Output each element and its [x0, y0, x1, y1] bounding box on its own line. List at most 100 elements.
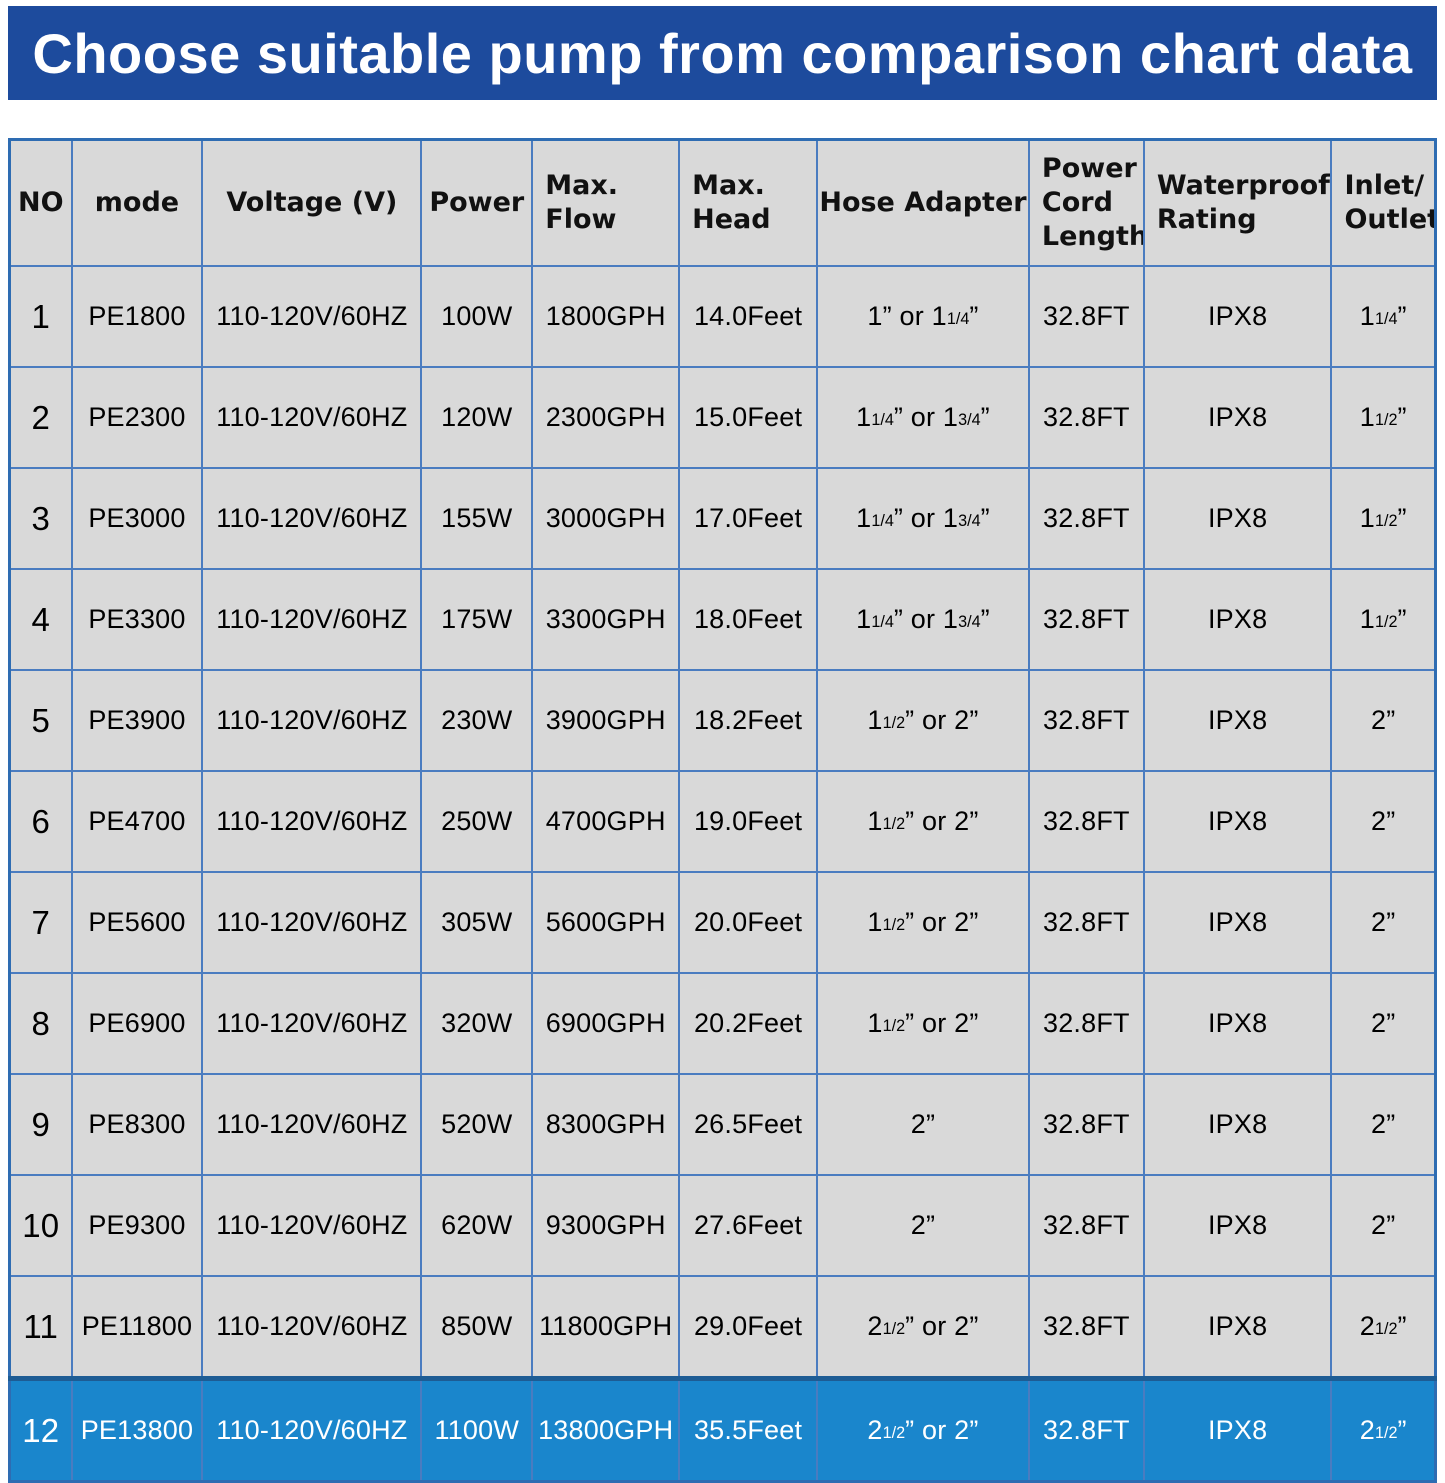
- cell-waterproof-rating: IPX8: [1142, 1073, 1333, 1176]
- cell-hose-adapter: 21/2” or 2”: [816, 1376, 1030, 1483]
- cell-waterproof-rating: IPX8: [1142, 972, 1333, 1075]
- cell-max-head: 18.2Feet: [678, 669, 819, 772]
- table-row-11: 11 PE11800 110-120V/60HZ 850W 11800GPH 29.0Fe…: [8, 1275, 1437, 1380]
- cell-max-flow: 3000GPH: [531, 467, 681, 570]
- cell-no: 2: [8, 366, 73, 469]
- cell-mode: PE3000: [70, 467, 204, 570]
- cell-no: 3: [8, 467, 73, 570]
- cell-max-head: 26.5Feet: [678, 1073, 819, 1176]
- column-header-power-cord-length: Power Cord Length: [1027, 138, 1145, 267]
- table-row-1: 1 PE1800 110-120V/60HZ 100W 1800GPH 14.0Feet 1…: [8, 265, 1437, 368]
- cell-inlet-outlet: 2”: [1330, 669, 1437, 772]
- column-header-power: Power: [420, 138, 534, 267]
- cell-voltage: 110-120V/60HZ: [201, 467, 423, 570]
- cell-voltage: 110-120V/60HZ: [201, 568, 423, 671]
- cell-voltage: 110-120V/60HZ: [201, 1275, 423, 1380]
- cell-inlet-outlet: 11/4”: [1330, 265, 1437, 368]
- table-row-6: 6 PE4700 110-120V/60HZ 250W 4700GPH 19.0Feet 1…: [8, 770, 1437, 873]
- header-banner: Choose suitable pump from comparison cha…: [8, 6, 1437, 100]
- header-row: NO mode Voltage (V) Power Max. Flow Max. Head…: [8, 138, 1437, 267]
- cell-voltage: 110-120V/60HZ: [201, 1376, 423, 1483]
- cell-max-head: 14.0Feet: [678, 265, 819, 368]
- comparison-table: NO mode Voltage (V) Power Max. Flow Max. Head…: [8, 138, 1437, 1483]
- cell-voltage: 110-120V/60HZ: [201, 1174, 423, 1277]
- cell-mode: PE3300: [70, 568, 204, 671]
- cell-voltage: 110-120V/60HZ: [201, 1073, 423, 1176]
- cell-power-cord-length: 32.8FT: [1027, 1174, 1145, 1277]
- cell-power: 175W: [420, 568, 534, 671]
- table-row-10: 10 PE9300 110-120V/60HZ 620W 9300GPH 27.6Feet…: [8, 1174, 1437, 1277]
- table-row-5: 5 PE3900 110-120V/60HZ 230W 3900GPH 18.2Feet 1…: [8, 669, 1437, 772]
- cell-power-cord-length: 32.8FT: [1027, 467, 1145, 570]
- cell-power-cord-length: 32.8FT: [1027, 1376, 1145, 1483]
- cell-waterproof-rating: IPX8: [1142, 669, 1333, 772]
- cell-inlet-outlet: 11/2”: [1330, 568, 1437, 671]
- cell-power-cord-length: 32.8FT: [1027, 770, 1145, 873]
- cell-max-head: 35.5Feet: [678, 1376, 819, 1483]
- cell-power: 230W: [420, 669, 534, 772]
- cell-max-flow: 3900GPH: [531, 669, 681, 772]
- cell-max-head: 15.0Feet: [678, 366, 819, 469]
- cell-mode: PE1800: [70, 265, 204, 368]
- cell-power: 100W: [420, 265, 534, 368]
- cell-waterproof-rating: IPX8: [1142, 568, 1333, 671]
- cell-max-head: 29.0Feet: [678, 1275, 819, 1380]
- cell-max-head: 19.0Feet: [678, 770, 819, 873]
- cell-inlet-outlet: 2”: [1330, 1174, 1437, 1277]
- cell-max-flow: 3300GPH: [531, 568, 681, 671]
- cell-max-head: 20.0Feet: [678, 871, 819, 974]
- cell-max-head: 20.2Feet: [678, 972, 819, 1075]
- cell-mode: PE13800: [70, 1376, 204, 1483]
- cell-max-head: 27.6Feet: [678, 1174, 819, 1277]
- cell-power-cord-length: 32.8FT: [1027, 1073, 1145, 1176]
- cell-voltage: 110-120V/60HZ: [201, 770, 423, 873]
- table-row-4: 4 PE3300 110-120V/60HZ 175W 3300GPH 18.0Feet 1…: [8, 568, 1437, 671]
- cell-power: 320W: [420, 972, 534, 1075]
- table-row-8: 8 PE6900 110-120V/60HZ 320W 6900GPH 20.2Feet 1…: [8, 972, 1437, 1075]
- cell-no: 9: [8, 1073, 73, 1176]
- cell-power: 1100W: [420, 1376, 534, 1483]
- cell-hose-adapter: 11/4” or 13/4”: [816, 467, 1030, 570]
- cell-mode: PE9300: [70, 1174, 204, 1277]
- table-row-2: 2 PE2300 110-120V/60HZ 120W 2300GPH 15.0Feet 1…: [8, 366, 1437, 469]
- cell-waterproof-rating: IPX8: [1142, 1376, 1333, 1483]
- cell-max-flow: 1800GPH: [531, 265, 681, 368]
- column-header-mode: mode: [70, 138, 204, 267]
- cell-mode: PE4700: [70, 770, 204, 873]
- cell-voltage: 110-120V/60HZ: [201, 871, 423, 974]
- cell-inlet-outlet: 2”: [1330, 770, 1437, 873]
- cell-max-flow: 6900GPH: [531, 972, 681, 1075]
- cell-hose-adapter: 11/2” or 2”: [816, 871, 1030, 974]
- cell-no: 4: [8, 568, 73, 671]
- cell-inlet-outlet: 2”: [1330, 871, 1437, 974]
- cell-hose-adapter: 2”: [816, 1174, 1030, 1277]
- cell-hose-adapter: 21/2” or 2”: [816, 1275, 1030, 1380]
- cell-power-cord-length: 32.8FT: [1027, 972, 1145, 1075]
- cell-max-flow: 5600GPH: [531, 871, 681, 974]
- cell-no: 12: [8, 1376, 73, 1483]
- cell-voltage: 110-120V/60HZ: [201, 669, 423, 772]
- column-header-inlet-outlet: Inlet/ Outlet: [1330, 138, 1437, 267]
- cell-no: 6: [8, 770, 73, 873]
- cell-inlet-outlet: 2”: [1330, 972, 1437, 1075]
- column-header-no: NO: [8, 138, 73, 267]
- cell-power: 850W: [420, 1275, 534, 1380]
- cell-power-cord-length: 32.8FT: [1027, 366, 1145, 469]
- cell-power: 250W: [420, 770, 534, 873]
- cell-hose-adapter: 11/2” or 2”: [816, 669, 1030, 772]
- cell-max-flow: 2300GPH: [531, 366, 681, 469]
- column-header-waterproof-rating: Waterproof Rating: [1142, 138, 1333, 267]
- cell-inlet-outlet: 11/2”: [1330, 467, 1437, 570]
- cell-power: 620W: [420, 1174, 534, 1277]
- cell-hose-adapter: 11/4” or 13/4”: [816, 366, 1030, 469]
- cell-no: 1: [8, 265, 73, 368]
- page-title: Choose suitable pump from comparison cha…: [32, 21, 1413, 85]
- cell-inlet-outlet: 21/2”: [1330, 1275, 1437, 1380]
- cell-no: 11: [8, 1275, 73, 1380]
- cell-no: 5: [8, 669, 73, 772]
- cell-hose-adapter: 1” or 11/4”: [816, 265, 1030, 368]
- cell-max-head: 17.0Feet: [678, 467, 819, 570]
- cell-inlet-outlet: 21/2”: [1330, 1376, 1437, 1483]
- column-header-voltage: Voltage (V): [201, 138, 423, 267]
- cell-no: 10: [8, 1174, 73, 1277]
